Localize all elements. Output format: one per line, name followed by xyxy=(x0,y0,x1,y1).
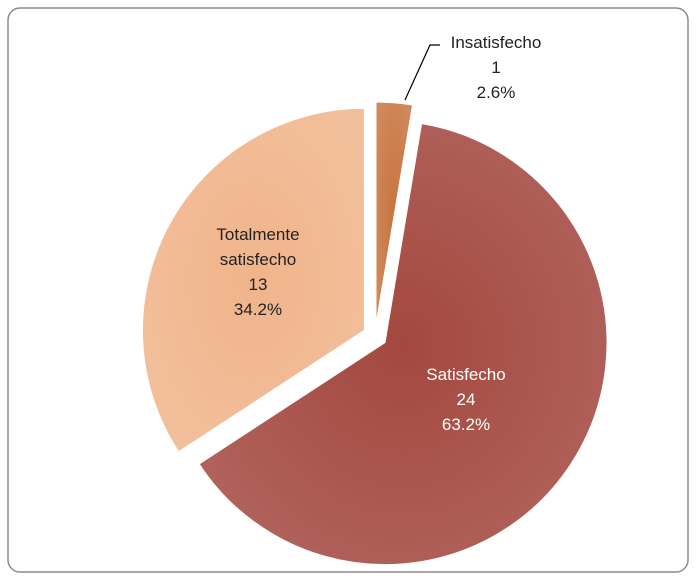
category-label: Satisfecho xyxy=(426,365,506,384)
count-label: 24 xyxy=(456,390,476,409)
percent-label: 63.2% xyxy=(441,415,491,434)
pie-slice xyxy=(375,101,414,325)
pie-slice xyxy=(198,123,608,566)
percent-label: 2.6% xyxy=(476,83,516,102)
pie-slice xyxy=(142,107,365,453)
count-label: 1 xyxy=(491,58,501,77)
percent-label: 34.2% xyxy=(233,300,283,319)
data-label: Totalmente satisfecho 13 34.2% xyxy=(188,222,328,322)
category-label: Totalmente satisfecho xyxy=(216,225,300,269)
category-label: Insatisfecho xyxy=(450,33,542,52)
data-label: Satisfecho 24 63.2% xyxy=(386,362,546,437)
leader-line xyxy=(404,44,440,101)
data-label: Insatisfecho 1 2.6% xyxy=(426,30,566,105)
count-label: 13 xyxy=(248,275,268,294)
